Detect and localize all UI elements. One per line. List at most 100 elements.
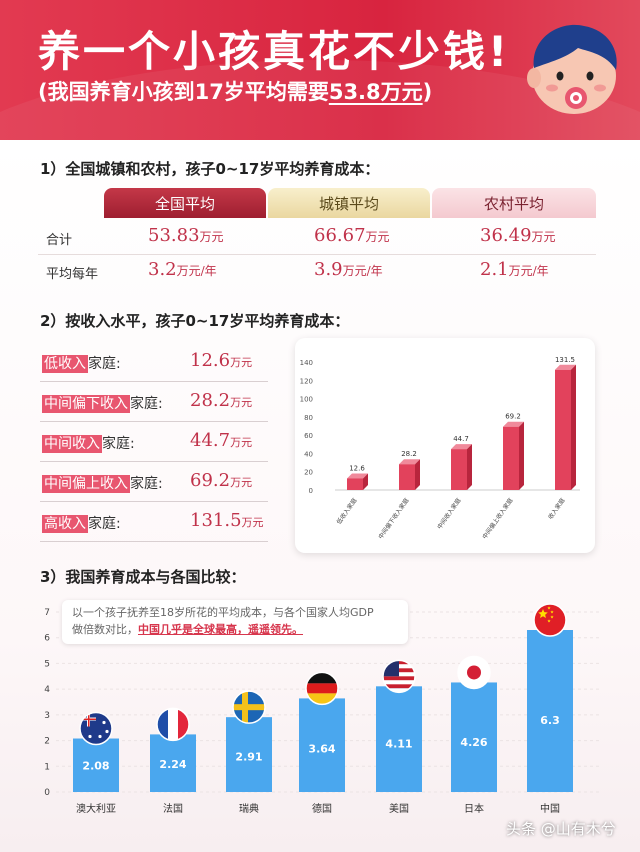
baby-mascot-icon: [527, 24, 617, 114]
flag-stripe: [383, 676, 415, 681]
y-tick-label: 80: [304, 414, 313, 422]
flag-border: [533, 603, 567, 637]
y-tick-label: 3: [44, 711, 50, 721]
row-label-total: 合计: [46, 233, 73, 248]
flag-border: [305, 671, 339, 706]
bar-side: [519, 421, 524, 490]
flag-cross: [233, 704, 265, 711]
flag-stripe: [306, 683, 338, 694]
data-label: 28.2: [401, 450, 417, 458]
tab-urban: 城镇平均: [268, 188, 430, 218]
flag-cross: [242, 691, 248, 724]
x-tick-label: 瑞典: [239, 802, 259, 815]
y-tick-label: 6: [44, 634, 50, 644]
y-tick-label: 20: [304, 469, 313, 477]
bar-side: [467, 444, 472, 490]
y-tick-label: 100: [300, 396, 313, 404]
china-flag: [533, 603, 567, 637]
flag-stripe: [178, 708, 189, 741]
income-value: 28.2万元: [190, 390, 253, 411]
flag-star: [98, 734, 102, 739]
y-tick-label: 4: [44, 685, 50, 695]
page-title: 养一个小孩真花不少钱!: [38, 27, 511, 76]
bar: [299, 698, 345, 792]
y-tick-label: 0: [44, 788, 50, 798]
flag-star: [102, 720, 106, 725]
flag-cross-red: [88, 712, 90, 727]
flag-stripe: [157, 708, 168, 741]
bar: [376, 686, 422, 792]
y-tick-label: 0: [309, 487, 313, 495]
japan-flag: [457, 655, 491, 690]
data-label: 12.6: [349, 464, 365, 472]
tab-national: 全国平均: [104, 188, 266, 218]
x-tick-label: 美国: [389, 802, 409, 815]
tab-rural: 农村平均: [432, 188, 596, 218]
flag-sun: [467, 665, 481, 680]
total-national: 53.83万元: [148, 225, 224, 246]
y-tick-label: 2: [44, 737, 50, 747]
x-tick-label: 日本: [464, 802, 484, 815]
x-tick-label: 中间偏下收入家庭: [377, 497, 411, 541]
flag-body: [458, 656, 490, 689]
section1-title: 1）全国城镇和农村，孩子0~17岁平均养育成本：: [40, 160, 380, 178]
bar: [451, 682, 497, 792]
x-tick-label: 低收入家庭: [335, 497, 359, 526]
y-tick-label: 120: [300, 377, 313, 385]
flag-stripe: [383, 684, 415, 689]
bar: [399, 464, 415, 490]
section2-title: 2）按收入水平，孩子0~17岁平均养育成本：: [40, 312, 350, 330]
annual-urban: 3.9万元/年: [314, 259, 383, 280]
section3-title: 3）我国养育成本与各国比较：: [40, 568, 246, 586]
flag-border: [232, 690, 266, 724]
flag-border: [457, 655, 491, 690]
bar-side: [363, 473, 368, 490]
data-label: 4.11: [385, 738, 412, 751]
flag-star: [550, 610, 554, 614]
usa-flag: [382, 659, 416, 694]
flag-body: [80, 712, 112, 745]
bar-top: [347, 473, 368, 479]
data-label: 44.7: [453, 435, 469, 443]
flag-body: [157, 708, 189, 741]
flag-stripe: [168, 708, 178, 741]
income-bar-chart: 0 20 40 60 80 100 120 140 12.6 低收入家庭 28.2 中间偏下收入家庭 4…: [300, 356, 580, 541]
income-value: 12.6万元: [190, 350, 253, 371]
note-line1: 以一个孩子抚养至18岁所花的平均成本，与各个国家人均GDP: [72, 606, 374, 619]
bar: [555, 369, 571, 490]
flag-stripe: [383, 680, 415, 685]
income-item-low: 低收入 家庭: 12.6万元: [40, 342, 268, 382]
note-line2: 做倍数对比，中国几乎是全球最高，遥遥领先。: [72, 623, 303, 636]
bar: [451, 449, 467, 490]
bar-top: [451, 444, 472, 450]
flag-border: [382, 659, 416, 694]
data-label: 3.64: [308, 743, 335, 756]
data-label: 131.5: [555, 356, 575, 364]
income-label: 中间偏上收入 家庭:: [42, 475, 163, 493]
total-rural: 36.49万元: [480, 225, 556, 246]
flag-stripe: [306, 672, 338, 684]
bar-top: [503, 421, 524, 427]
y-tick-label: 1: [44, 762, 50, 772]
australia-flag: [79, 711, 113, 746]
flag-star: [547, 606, 551, 610]
y-tick-label: 40: [304, 450, 313, 458]
flag-border: [79, 711, 113, 746]
income-value: 69.2万元: [190, 470, 253, 491]
sweden-flag: [232, 690, 266, 724]
header-banner: 养一个小孩真花不少钱! (我国养育小孩到17岁平均需要53.8万元): [0, 0, 640, 140]
data-label: 2.24: [159, 758, 186, 771]
comparison-note: 以一个孩子抚养至18岁所花的平均成本，与各个国家人均GDP 做倍数对比，中国几乎…: [62, 600, 408, 644]
flag-stripe: [383, 688, 415, 693]
y-tick-label: 140: [300, 359, 313, 367]
income-chart-card: 0 20 40 60 80 100 120 140 12.6 低收入家庭 28.2 中间偏下收入家庭 4…: [295, 338, 595, 553]
flag-body: [383, 660, 415, 693]
bar: [150, 734, 196, 792]
watermark: 头条 @山有木兮: [506, 820, 616, 838]
income-item-lower-middle: 中间偏下收入 家庭: 28.2万元: [40, 382, 268, 422]
page-subtitle: (我国养育小孩到17岁平均需要53.8万元): [38, 76, 432, 106]
subtitle-suffix: ): [422, 80, 433, 104]
bar-side: [571, 364, 576, 490]
flag-body: [306, 672, 338, 705]
flag-star: [547, 619, 551, 623]
